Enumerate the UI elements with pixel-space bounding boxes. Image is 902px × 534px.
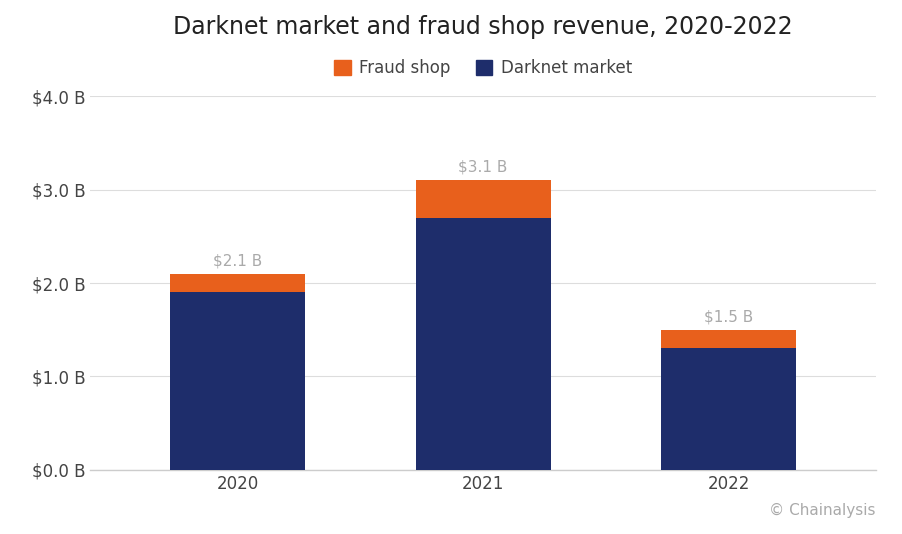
Text: $2.1 B: $2.1 B [213, 253, 262, 268]
Bar [415, 218, 550, 470]
Bar [660, 329, 796, 349]
Text: $3.1 B: $3.1 B [458, 160, 507, 175]
Title: Darknet market and fraud shop revenue, 2020-2022: Darknet market and fraud shop revenue, 2… [173, 14, 792, 38]
Bar [415, 180, 550, 218]
Text: © Chainalysis: © Chainalysis [769, 503, 875, 518]
Legend: Fraud shop, Darknet market: Fraud shop, Darknet market [327, 52, 638, 83]
Bar [170, 293, 305, 470]
Bar [660, 349, 796, 470]
Text: $1.5 B: $1.5 B [704, 309, 752, 324]
Bar [170, 273, 305, 293]
